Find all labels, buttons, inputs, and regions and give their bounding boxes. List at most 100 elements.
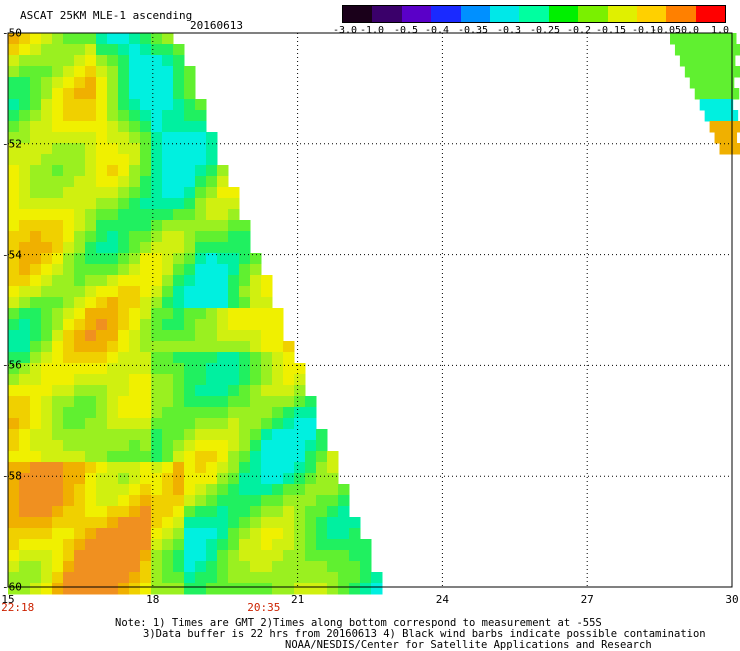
wind-cell	[140, 396, 152, 408]
wind-cell	[250, 429, 262, 441]
wind-cell	[30, 330, 42, 342]
wind-cell	[272, 473, 284, 485]
wind-cell	[217, 462, 229, 474]
wind-cell	[316, 506, 328, 518]
wind-cell	[129, 220, 141, 232]
wind-cell	[8, 187, 20, 199]
wind-cell	[19, 99, 31, 111]
wind-cell	[195, 473, 207, 485]
wind-cell	[184, 407, 196, 419]
wind-cell	[41, 561, 53, 573]
wind-cell	[30, 572, 42, 584]
wind-cell	[8, 297, 20, 309]
wind-cell	[217, 484, 229, 496]
wind-cell	[129, 275, 141, 287]
wind-cell	[140, 66, 152, 78]
wind-cell	[261, 539, 273, 551]
wind-cell	[239, 495, 251, 507]
wind-cell	[96, 539, 108, 551]
wind-cell	[228, 319, 240, 331]
wind-cell	[162, 77, 174, 89]
wind-cell	[173, 330, 185, 342]
wind-cell	[8, 440, 20, 452]
wind-cell	[118, 583, 130, 595]
wind-cell	[162, 440, 174, 452]
wind-cell	[96, 110, 108, 122]
wind-cell	[140, 506, 152, 518]
wind-cell	[719, 44, 731, 56]
wind-cell	[162, 363, 174, 375]
wind-cell	[41, 220, 53, 232]
wind-cell	[8, 110, 20, 122]
wind-cell	[162, 88, 174, 100]
wind-cell	[327, 484, 339, 496]
wind-cell	[52, 451, 64, 463]
wind-cell	[283, 473, 295, 485]
wind-cell	[129, 66, 141, 78]
wind-cell	[217, 286, 229, 298]
wind-cell	[685, 66, 697, 78]
wind-cell	[173, 143, 185, 155]
wind-cell	[63, 176, 75, 188]
wind-cell	[107, 176, 119, 188]
wind-cell	[41, 407, 53, 419]
wind-cell	[118, 121, 130, 133]
wind-cell	[239, 374, 251, 386]
wind-cell	[8, 539, 20, 551]
wind-cell	[96, 308, 108, 320]
wind-cell	[107, 121, 119, 133]
wind-cell	[74, 209, 86, 221]
wind-cell	[250, 528, 262, 540]
wind-cell	[63, 352, 75, 364]
wind-cell	[261, 418, 273, 430]
wind-cell	[217, 396, 229, 408]
wind-cell	[8, 77, 20, 89]
wind-cell	[96, 385, 108, 397]
wind-cell	[239, 297, 251, 309]
wind-cell	[173, 132, 185, 144]
wind-cell	[140, 462, 152, 474]
wind-cell	[19, 429, 31, 441]
wind-cell	[272, 462, 284, 474]
wind-cell	[96, 407, 108, 419]
wind-cell	[63, 110, 75, 122]
wind-cell	[261, 429, 273, 441]
wind-cell	[96, 440, 108, 452]
wind-cell	[74, 264, 86, 276]
wind-cell	[52, 286, 64, 298]
wind-cell	[217, 187, 229, 199]
wind-cell	[85, 55, 97, 67]
wind-cell	[74, 396, 86, 408]
wind-cell	[173, 44, 185, 56]
wind-cell	[184, 462, 196, 474]
wind-cell	[129, 407, 141, 419]
wind-cell	[195, 352, 207, 364]
wind-cell	[107, 440, 119, 452]
wind-cell	[151, 154, 163, 166]
wind-cell	[294, 484, 306, 496]
wind-cell	[140, 374, 152, 386]
wind-cell	[8, 308, 20, 320]
wind-cell	[294, 550, 306, 562]
wind-cell	[8, 374, 20, 386]
wind-cell	[118, 132, 130, 144]
wind-cell	[206, 297, 218, 309]
wind-cell	[250, 572, 262, 584]
wind-cell	[52, 374, 64, 386]
wind-cell	[74, 341, 86, 353]
wind-cell	[250, 506, 262, 518]
wind-cell	[272, 495, 284, 507]
wind-cell	[272, 484, 284, 496]
wind-cell	[173, 341, 185, 353]
wind-cell	[19, 154, 31, 166]
wind-cell	[85, 396, 97, 408]
wind-cell	[107, 352, 119, 364]
wind-cell	[261, 363, 273, 375]
wind-cell	[85, 143, 97, 155]
wind-cell	[140, 286, 152, 298]
wind-cell	[41, 33, 53, 45]
wind-cell	[96, 154, 108, 166]
wind-cell	[173, 198, 185, 210]
wind-cell	[305, 451, 317, 463]
wind-cell	[206, 429, 218, 441]
